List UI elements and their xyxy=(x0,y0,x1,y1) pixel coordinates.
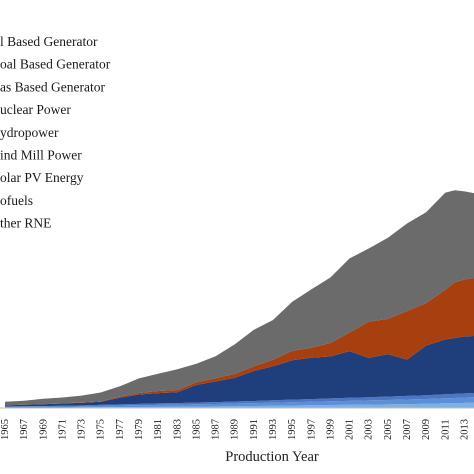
x-tick-label-1999: 1999 xyxy=(325,419,336,440)
area-series-biofuels xyxy=(5,402,474,408)
legend-label-7: olar PV Energy xyxy=(0,170,84,185)
legend-label-8: ofuels xyxy=(0,193,33,208)
legend-label-2: oal Based Generator xyxy=(0,57,111,72)
x-tick-label-1969: 1969 xyxy=(38,419,49,440)
x-tick-label-1967: 1967 xyxy=(19,419,30,440)
legend-label-1: l Based Generator xyxy=(0,34,98,49)
legend-label-3: as Based Generator xyxy=(0,79,105,94)
area-series-solar-pv-energy xyxy=(5,397,474,408)
x-tick-label-2003: 2003 xyxy=(364,419,375,440)
area-series-hydropower xyxy=(5,336,474,407)
x-tick-label-1985: 1985 xyxy=(191,419,202,440)
legend-label-9: ther RNE xyxy=(0,216,51,231)
area-series-oil-based-generator xyxy=(5,190,474,406)
x-tick-label-1979: 1979 xyxy=(134,419,145,440)
x-tick-label-1971: 1971 xyxy=(57,419,68,440)
legend: l Based Generator oal Based Generator as B… xyxy=(0,34,111,231)
x-tick-label-1973: 1973 xyxy=(77,419,88,440)
x-tick-label-2009: 2009 xyxy=(421,419,432,440)
x-tick-label-2011: 2011 xyxy=(440,419,451,440)
x-tick-label-1977: 1977 xyxy=(115,419,126,440)
legend-label-4: uclear Power xyxy=(0,102,71,117)
x-tick-label-1965: 1965 xyxy=(0,419,11,440)
x-tick-label-1983: 1983 xyxy=(172,419,183,440)
area-series-wind-mill-power xyxy=(5,393,474,407)
x-tick-label-1987: 1987 xyxy=(211,419,222,440)
x-tick-label-1981: 1981 xyxy=(153,419,164,440)
x-tick-label-1989: 1989 xyxy=(230,419,241,440)
x-tick-label-1995: 1995 xyxy=(287,419,298,440)
area-layer xyxy=(5,190,474,408)
x-axis-title: Production Year xyxy=(225,449,319,465)
x-tick-label-2007: 2007 xyxy=(402,419,413,440)
area-series-nuclear-power xyxy=(5,278,474,406)
x-tick-label-1991: 1991 xyxy=(249,419,260,440)
x-tick-label-1997: 1997 xyxy=(306,419,317,440)
x-axis-ticks: 1965 1967 1969 1971 1973 1975 1977 1979 1981 1983… xyxy=(0,419,470,440)
x-tick-label-1975: 1975 xyxy=(96,419,107,440)
x-tick-label-2001: 2001 xyxy=(345,419,356,440)
legend-label-6: ind Mill Power xyxy=(0,148,82,163)
x-tick-label-2005: 2005 xyxy=(383,419,394,440)
x-tick-label-1993: 1993 xyxy=(268,419,279,440)
legend-label-5: ydropower xyxy=(0,125,59,140)
x-tick-label-2013: 2013 xyxy=(459,419,470,440)
